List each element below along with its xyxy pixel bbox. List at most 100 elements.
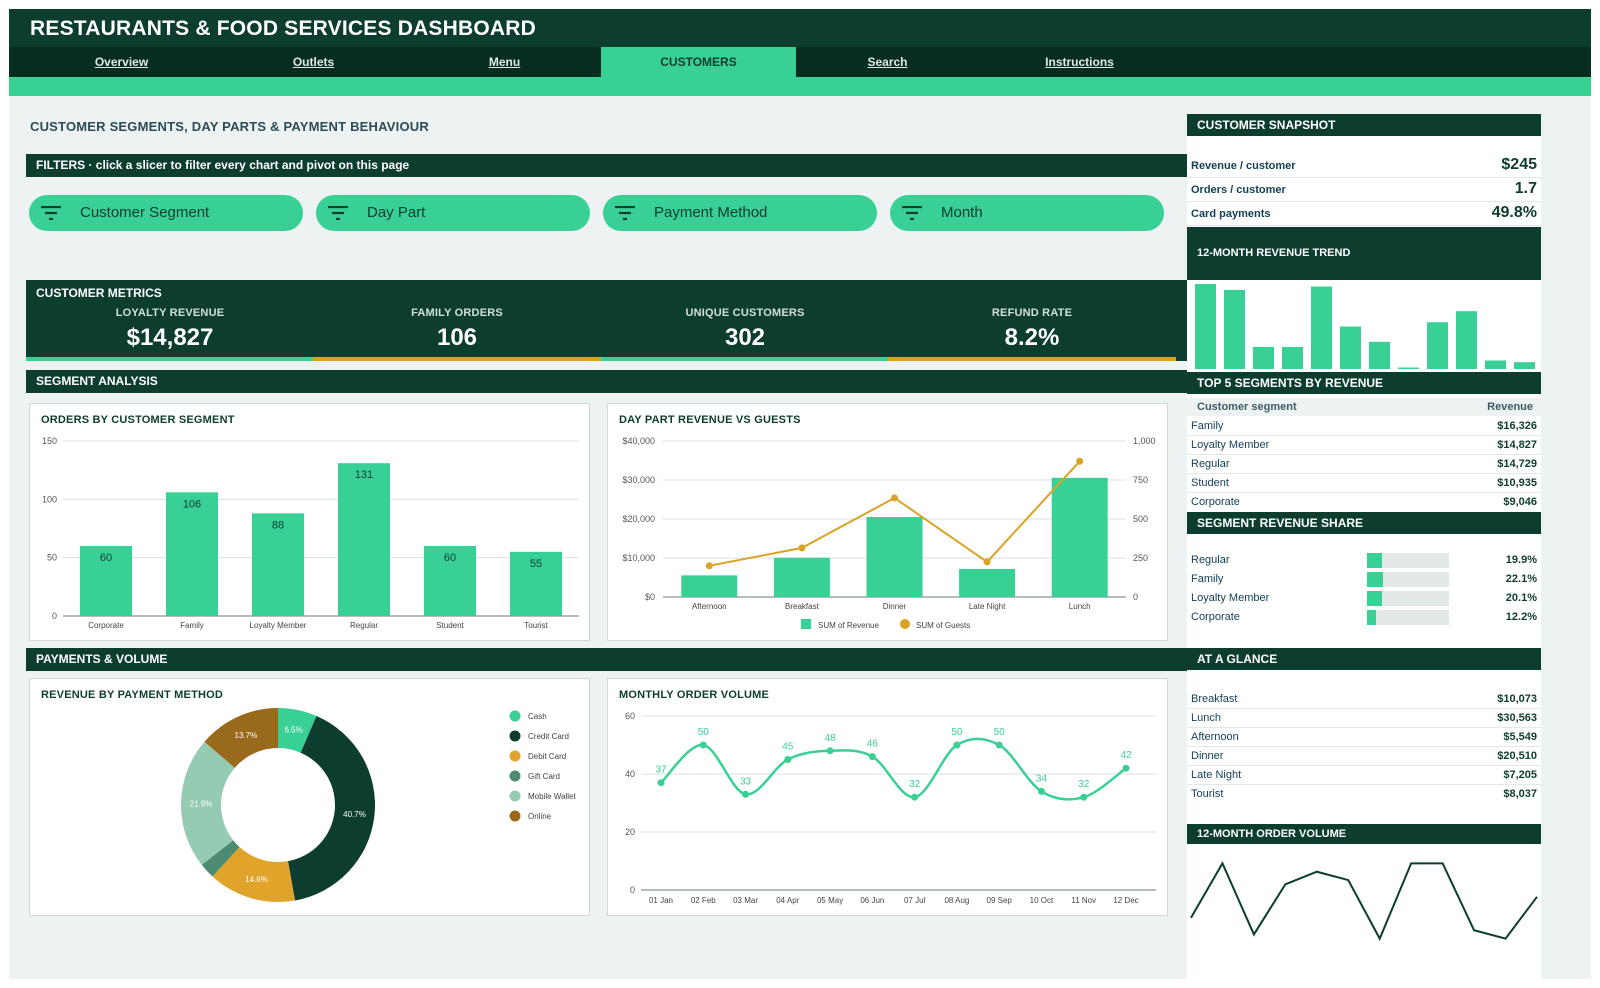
data-point [1080,793,1088,801]
x-tick-label: 10 Oct [1030,896,1054,905]
x-tick-label: 06 Jun [860,896,884,905]
row-label: Tourist [1191,788,1224,800]
kpi-label: UNIQUE CUSTOMERS [685,307,805,319]
share-track [1367,553,1449,568]
snapshot-value: $245 [1501,156,1537,173]
data-point [953,741,961,749]
share-value: 20.1% [1505,592,1537,604]
tab-outlets[interactable]: Outlets [292,55,335,69]
bar [338,463,390,616]
data-point [1037,787,1045,795]
y2-tick-label: 1,000 [1133,436,1156,446]
bar [1427,322,1448,369]
slicer-label: Day Part [367,204,426,221]
slicer-customer-segment[interactable]: Customer Segment [29,195,303,231]
glance-header: AT A GLANCE [1187,648,1541,670]
table-row: Family $16,326 [1187,417,1541,436]
table-row: Late Night $7,205 [1187,766,1541,785]
pie-slice [287,715,375,901]
x-tick-label: 07 Jul [904,896,926,905]
slicer-label: Month [941,204,983,221]
bar [80,546,132,616]
bar [1051,477,1108,597]
trend-header: 12-MONTH REVENUE TREND [1187,227,1541,280]
segment-analysis-header: SEGMENT ANALYSIS [26,370,1195,393]
x-tick-label: 04 Apr [776,896,799,905]
share-row: Loyalty Member 20.1% [1187,589,1541,608]
kpi-value: 8.2% [1004,324,1060,351]
data-label: 55 [530,558,542,570]
bar [1311,286,1332,369]
bar [1340,326,1361,369]
kpi-family-orders: FAMILY ORDERS 106 [313,307,601,361]
share-value: 12.2% [1505,611,1537,623]
chart-title: DAY PART REVENUE VS GUESTS [619,414,801,426]
data-label: 32 [909,779,921,790]
row-value: $14,827 [1497,439,1537,451]
tab-customers[interactable]: CUSTOMERS [601,47,796,77]
kpi-value: 106 [436,324,478,351]
row-label: Late Night [1191,769,1242,781]
data-point [868,753,876,761]
y-tick-label: $20,000 [622,514,655,524]
bar [1398,367,1419,369]
row-value: $7,205 [1503,769,1537,781]
tab-instructions[interactable]: Instructions [1045,55,1114,69]
table-row: Loyalty Member $14,827 [1187,436,1541,455]
x-tick-label: Lunch [1069,602,1091,611]
row-value: $20,510 [1497,750,1537,762]
kpi-label: REFUND RATE [991,307,1073,319]
daypart-combo-chart: $0 0 $10,000 250 $20,000 500 $30,000 750 $40,000… [622,436,1156,630]
legend-label: SUM of Revenue [818,621,879,630]
slicer-label: Customer Segment [80,204,210,221]
bar [510,551,562,616]
legend-label: Mobile Wallet [528,792,576,801]
legend-label: Online [528,812,552,821]
bar [1369,341,1390,369]
row-value: $30,563 [1497,712,1537,724]
legend-swatch [801,619,811,629]
pie-slice [204,708,278,768]
slice-label: 14.6% [245,875,268,884]
pie-slice [212,847,295,902]
tab-menu[interactable]: Menu [488,55,521,69]
slicer-payment-method[interactable]: Payment Method [603,195,877,231]
payment-donut-chart: 6.5% 40.7% 14.6% 21.9% 13.7% Cash Credit Card D… [180,708,576,902]
row-label: Breakfast [1191,693,1238,705]
bar [252,513,304,616]
slice-label: 13.7% [235,731,258,740]
snapshot-value: 49.8% [1491,204,1537,221]
row-label: Corporate [1191,496,1240,508]
row-value: $8,037 [1503,788,1537,800]
data-label: 60 [100,552,112,564]
payments-volume-header: PAYMENTS & VOLUME [26,648,1195,671]
x-tick-label: Corporate [88,621,124,630]
filter-icon [328,206,348,220]
row-label: Loyalty Member [1191,439,1270,451]
y-tick-label: $40,000 [622,436,655,446]
kpi-unique-customers: UNIQUE CUSTOMERS 302 [601,307,889,361]
tab-search[interactable]: Search [867,55,908,69]
data-label: 33 [740,776,752,787]
slicer-month[interactable]: Month [890,195,1164,231]
row-label: Family [1191,420,1224,432]
data-label: 50 [698,727,710,738]
tab-overview[interactable]: Overview [94,55,149,69]
bar [959,568,1016,597]
snapshot-label: Orders / customer [1191,184,1286,196]
share-value: 19.9% [1505,554,1537,566]
sparkline [1190,861,1538,941]
data-label: 46 [867,739,879,750]
y-tick-label: 0 [630,885,635,895]
bar [424,546,476,616]
bar [1485,360,1506,369]
y-tick-label: 150 [42,436,57,446]
bar [166,492,218,616]
share-track [1367,572,1449,587]
y-tick-label: $10,000 [622,553,655,563]
x-tick-label: Family [180,621,204,630]
slicer-label: Payment Method [654,204,768,221]
slicer-day-part[interactable]: Day Part [316,195,590,231]
x-tick-label: Student [436,621,464,630]
filter-icon [902,206,922,220]
